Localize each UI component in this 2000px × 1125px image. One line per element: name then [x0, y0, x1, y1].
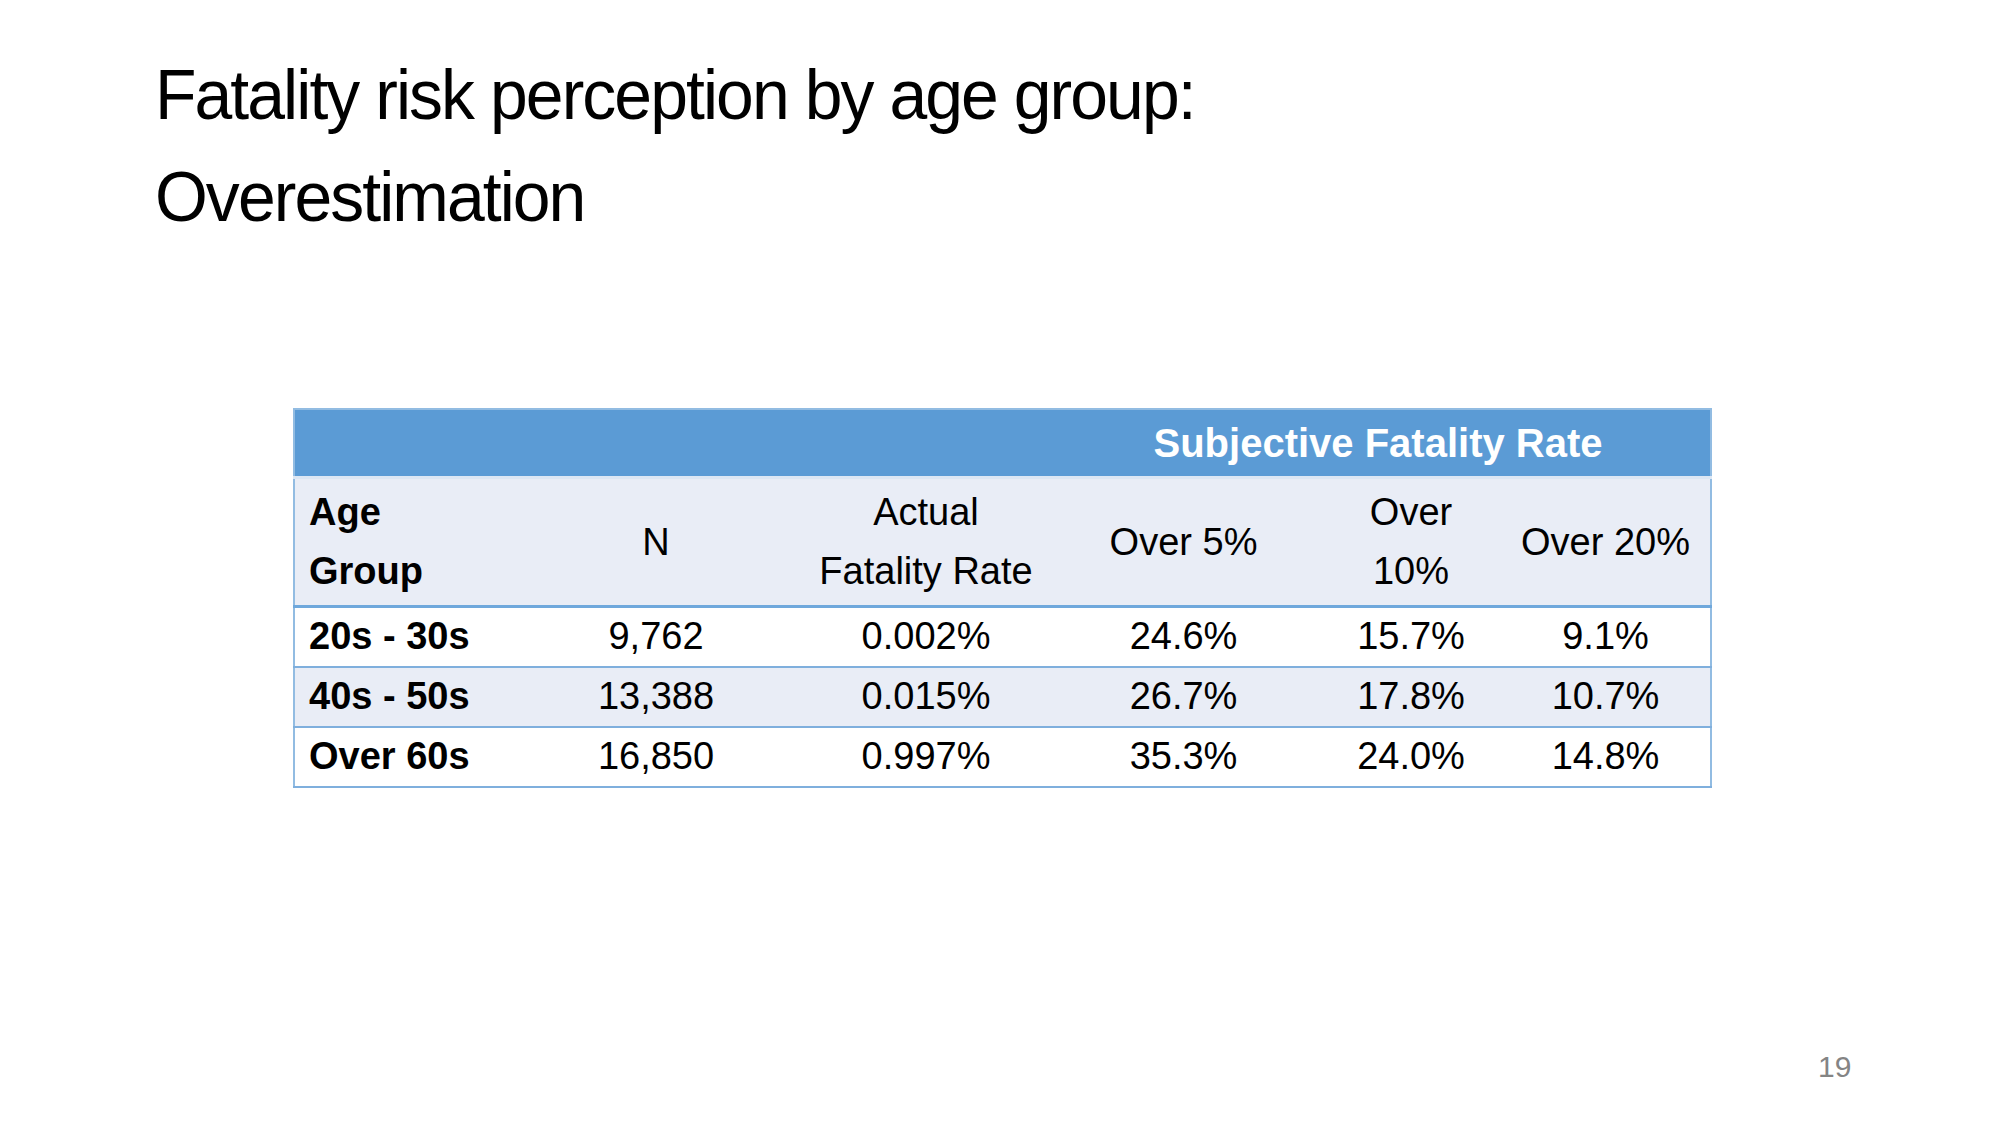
- band-spacer-cell: [294, 409, 1046, 478]
- table-row-20s-30s: 20s - 30s 9,762 0.002% 24.6% 15.7% 9.1%: [294, 607, 1711, 667]
- cell-over-20: 10.7%: [1501, 667, 1711, 727]
- cell-over-5: 24.6%: [1046, 607, 1321, 667]
- slide-title-line2: Overestimation: [155, 146, 1195, 248]
- cell-actual-rate: 0.015%: [806, 667, 1046, 727]
- cell-n: 16,850: [506, 727, 806, 787]
- cell-over-5: 26.7%: [1046, 667, 1321, 727]
- cell-over-20: 9.1%: [1501, 607, 1711, 667]
- table-row-over-60s: Over 60s 16,850 0.997% 35.3% 24.0% 14.8%: [294, 727, 1711, 787]
- cell-actual-rate: 0.002%: [806, 607, 1046, 667]
- cell-over-20: 14.8%: [1501, 727, 1711, 787]
- column-header-over-10: Over 10%: [1321, 478, 1501, 607]
- fatality-risk-table: Subjective Fatality Rate Age Group N Act…: [293, 408, 1712, 788]
- column-header-age-group: Age Group: [294, 478, 506, 607]
- cell-n: 13,388: [506, 667, 806, 727]
- merged-header-subjective-fatality-rate: Subjective Fatality Rate: [1046, 409, 1711, 478]
- slide-title: Fatality risk perception by age group: O…: [155, 44, 1195, 248]
- cell-over-10: 15.7%: [1321, 607, 1501, 667]
- cell-actual-rate: 0.997%: [806, 727, 1046, 787]
- table-row-40s-50s: 40s - 50s 13,388 0.015% 26.7% 17.8% 10.7…: [294, 667, 1711, 727]
- column-header-over-20: Over 20%: [1501, 478, 1711, 607]
- slide-title-line1: Fatality risk perception by age group:: [155, 44, 1195, 146]
- cell-n: 9,762: [506, 607, 806, 667]
- cell-over-10: 17.8%: [1321, 667, 1501, 727]
- cell-over-10: 24.0%: [1321, 727, 1501, 787]
- page-number: 19: [1818, 1050, 1851, 1084]
- column-header-n: N: [506, 478, 806, 607]
- slide-canvas: Fatality risk perception by age group: O…: [0, 0, 2000, 1125]
- cell-age-group: 40s - 50s: [294, 667, 506, 727]
- column-header-over-5: Over 5%: [1046, 478, 1321, 607]
- cell-over-5: 35.3%: [1046, 727, 1321, 787]
- column-header-actual-fatality-rate: Actual Fatality Rate: [806, 478, 1046, 607]
- cell-age-group: Over 60s: [294, 727, 506, 787]
- cell-age-group: 20s - 30s: [294, 607, 506, 667]
- table-band-row: Subjective Fatality Rate: [294, 409, 1711, 478]
- table-header-row: Age Group N Actual Fatality Rate Over 5%…: [294, 478, 1711, 607]
